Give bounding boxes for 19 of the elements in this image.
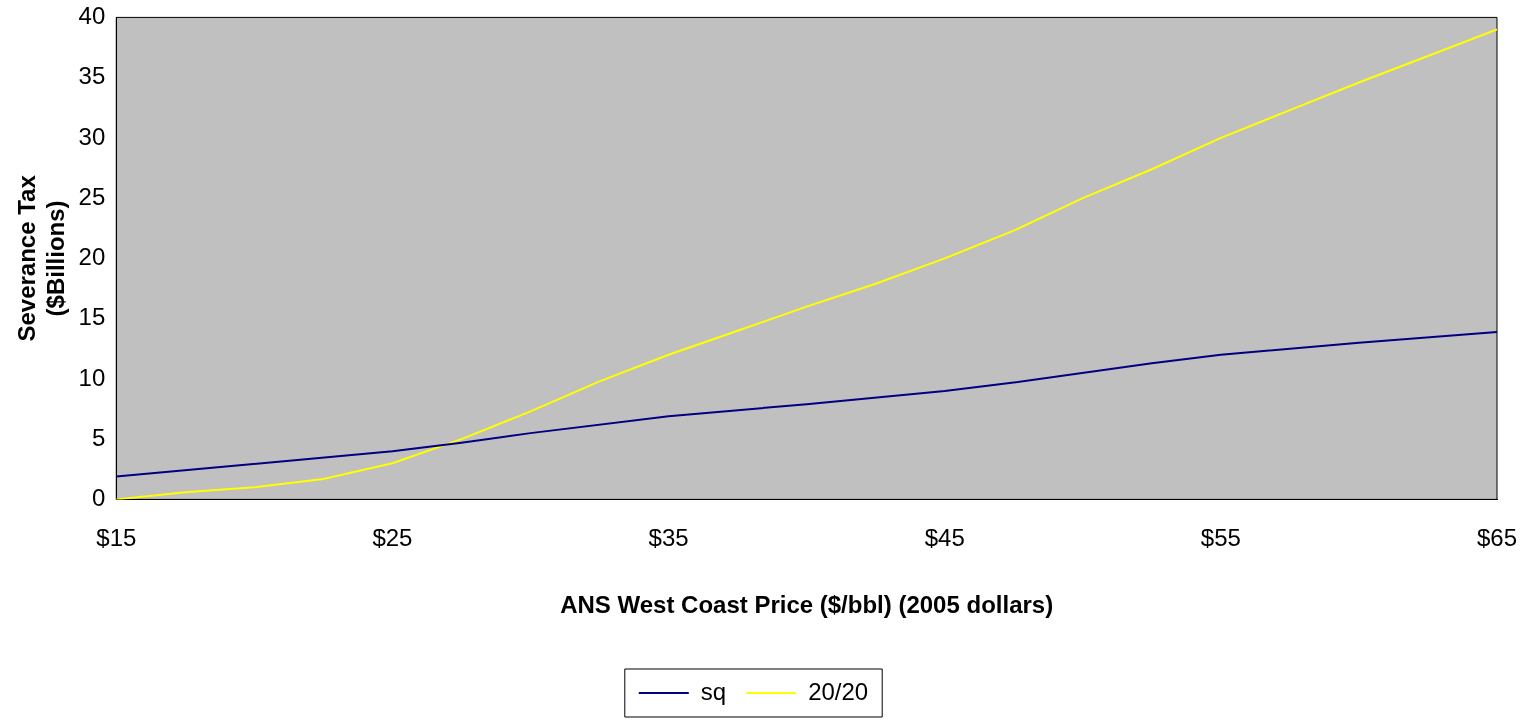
- y-tick-label: 10: [78, 363, 106, 391]
- y-tick-label: 0: [91, 484, 106, 512]
- legend-label: 20/20: [808, 677, 869, 705]
- y-tick-label: 20: [78, 243, 106, 271]
- x-tick-label: $35: [648, 524, 689, 552]
- x-tick-label: $45: [924, 524, 965, 552]
- x-tick-label: $25: [372, 524, 413, 552]
- y-tick-label: 35: [78, 62, 106, 90]
- y-tick-label: 15: [78, 303, 106, 331]
- x-tick-label: $15: [96, 524, 137, 552]
- y-tick-label: 5: [91, 423, 106, 451]
- y-tick-label: 25: [78, 182, 106, 210]
- y-axis-title: Severance Tax ($Billions): [13, 174, 69, 342]
- y-tick-label: 40: [78, 2, 106, 30]
- x-axis-title: ANS West Coast Price ($/bbl) (2005 dollars): [560, 591, 1054, 619]
- y-tick-label: 30: [78, 122, 106, 150]
- legend-label: sq: [700, 677, 727, 705]
- x-tick-label: $55: [1200, 524, 1241, 552]
- x-tick-label: $65: [1476, 524, 1518, 552]
